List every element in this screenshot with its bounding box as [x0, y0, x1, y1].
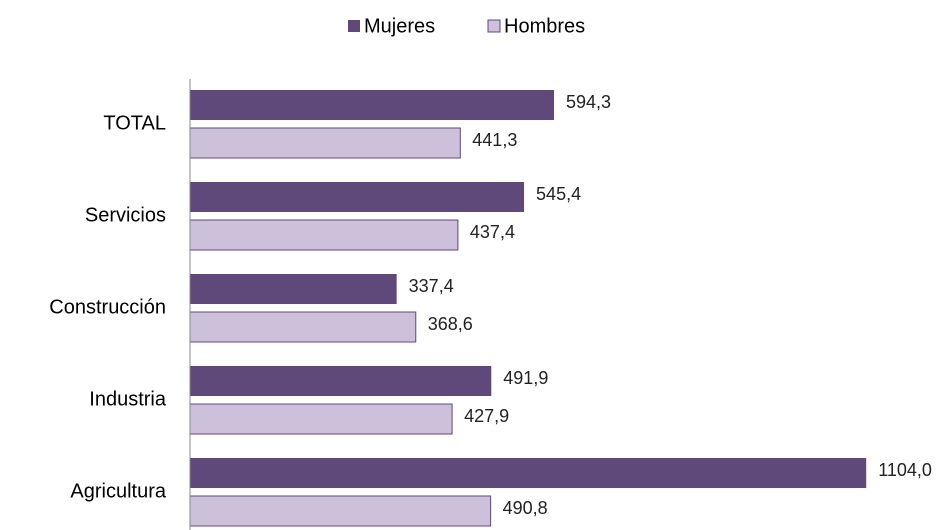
value-label: 1104,0 — [878, 460, 932, 480]
value-label: 368,6 — [428, 314, 473, 334]
bar — [189, 403, 453, 435]
value-label: 441,3 — [472, 130, 517, 150]
legend-label: Mujeres — [364, 15, 435, 37]
bar — [190, 182, 525, 212]
value-label: 427,9 — [464, 406, 509, 426]
category-label: TOTAL — [103, 112, 166, 134]
bar — [189, 127, 461, 159]
category-label: Construcción — [49, 296, 166, 318]
bar — [190, 458, 867, 488]
legend-label: Hombres — [504, 15, 585, 37]
value-label: 490,8 — [503, 498, 548, 518]
value-label: 437,4 — [470, 222, 515, 242]
value-label: 545,4 — [536, 184, 581, 204]
bar — [190, 274, 397, 304]
legend-swatch — [487, 19, 501, 33]
legend-swatch — [348, 20, 360, 32]
bar — [189, 219, 459, 251]
category-label: Industria — [89, 388, 167, 410]
bar — [189, 495, 492, 527]
bar — [190, 90, 555, 120]
bar — [189, 311, 417, 343]
category-label: Agricultura — [70, 480, 166, 502]
value-label: 491,9 — [503, 368, 548, 388]
value-label: 337,4 — [409, 276, 454, 296]
category-label: Servicios — [85, 204, 166, 226]
value-label: 594,3 — [566, 92, 611, 112]
bar — [190, 366, 492, 396]
